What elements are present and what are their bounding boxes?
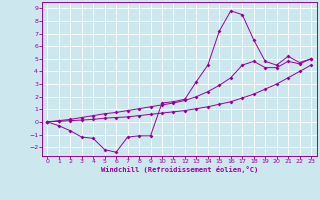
X-axis label: Windchill (Refroidissement éolien,°C): Windchill (Refroidissement éolien,°C) — [100, 166, 258, 173]
